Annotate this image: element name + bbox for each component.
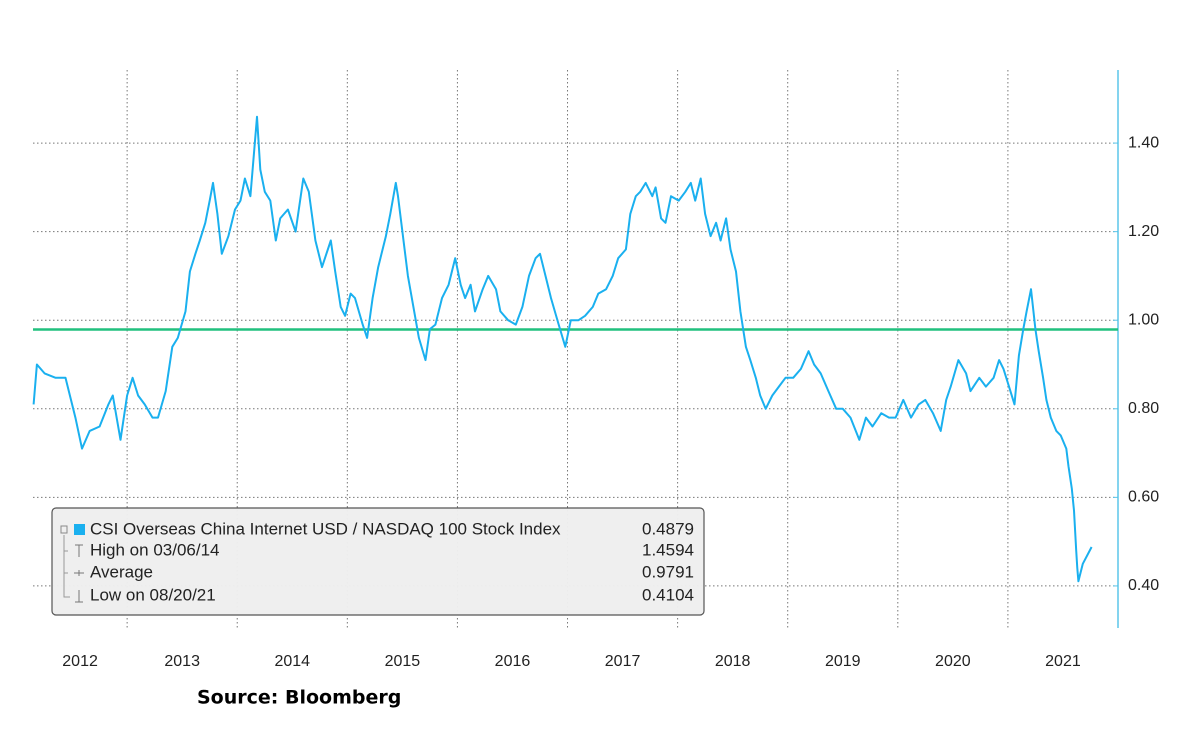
x-tick-label: 2016 bbox=[495, 653, 531, 670]
x-tick-label: 2021 bbox=[1045, 653, 1081, 670]
x-tick-label: 2017 bbox=[605, 653, 641, 670]
legend-label: High on 03/06/14 bbox=[90, 540, 220, 559]
x-tick-label: 2018 bbox=[715, 653, 751, 670]
legend-label: Average bbox=[90, 562, 153, 581]
legend-box bbox=[51, 507, 705, 616]
y-tick-label: 1.40 bbox=[1128, 134, 1159, 151]
x-tick-label: 2015 bbox=[385, 653, 421, 670]
x-tick-label: 2020 bbox=[935, 653, 971, 670]
legend: CSI Overseas China Internet USD / NASDAQ… bbox=[51, 507, 705, 616]
legend-swatch bbox=[74, 524, 85, 535]
y-tick-label: 1.00 bbox=[1128, 311, 1159, 328]
legend-label: Low on 08/20/21 bbox=[90, 585, 216, 604]
x-tick-label: 2014 bbox=[274, 653, 310, 670]
legend-value: 1.4594 bbox=[642, 540, 694, 559]
series-line bbox=[32, 115, 1093, 583]
legend-tree bbox=[63, 535, 70, 598]
x-tick-label: 2019 bbox=[825, 653, 861, 670]
low-icon bbox=[75, 590, 83, 603]
average-icon bbox=[74, 570, 84, 576]
x-tick-label: 2013 bbox=[164, 653, 200, 670]
legend-value: 0.4879 bbox=[642, 519, 694, 538]
source-note: Source: Bloomberg bbox=[197, 687, 401, 709]
y-tick-label: 0.40 bbox=[1128, 577, 1159, 594]
high-icon bbox=[75, 544, 83, 557]
y-tick-label: 1.20 bbox=[1128, 223, 1159, 240]
legend-value: 0.4104 bbox=[642, 585, 694, 604]
legend-label: CSI Overseas China Internet USD / NASDAQ… bbox=[90, 519, 561, 538]
x-tick-label: 2012 bbox=[62, 653, 98, 670]
y-tick-label: 0.60 bbox=[1128, 489, 1159, 506]
y-tick-label: 0.80 bbox=[1128, 400, 1159, 417]
legend-value: 0.9791 bbox=[642, 562, 694, 581]
legend-collapse bbox=[60, 525, 68, 534]
